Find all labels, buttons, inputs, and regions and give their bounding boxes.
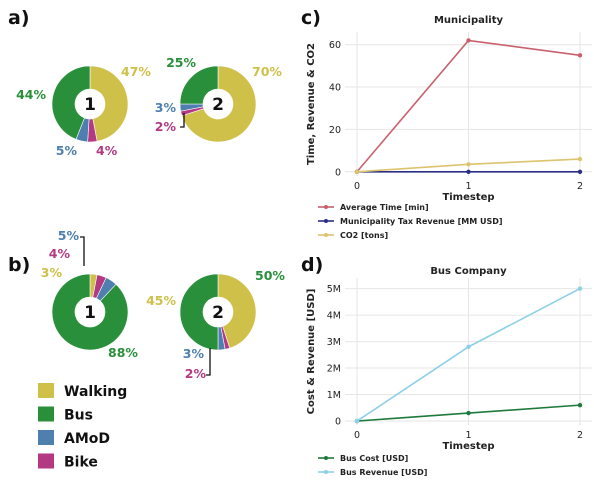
x-tick-label: 1 <box>465 181 471 192</box>
legend-label-bus: Bus <box>64 408 93 424</box>
donut-hole <box>75 297 105 327</box>
data-point <box>577 156 583 162</box>
slice-label-bike: 2% <box>155 119 177 134</box>
donut-center-label: 1 <box>84 95 96 115</box>
slice-label-bus: 50% <box>255 268 285 283</box>
x-tick-label: 0 <box>354 181 360 192</box>
slice-label-bus: 88% <box>108 345 138 360</box>
y-tick-label: 20 <box>329 125 341 136</box>
slice-label-walking: 3% <box>41 265 63 280</box>
y-tick-label: 3M <box>327 337 341 348</box>
slice-label-bike: 2% <box>185 366 207 381</box>
x-axis-title: Timestep <box>442 441 494 452</box>
slice-label-amod: 5% <box>56 143 78 158</box>
leader-line <box>206 348 211 376</box>
panel-label-c: c) <box>301 7 321 29</box>
donut-center-label: 1 <box>84 303 96 323</box>
series-legend-marker <box>324 470 328 474</box>
slice-label-amod: 5% <box>58 228 80 243</box>
series-legend-label: Bus Cost [USD] <box>340 454 408 463</box>
series-legend-label: Municipality Tax Revenue [MM USD] <box>340 217 503 226</box>
legend-swatch-amod <box>38 430 54 445</box>
donut-b1: 3% 4% 5% 88% 1 <box>41 228 139 360</box>
data-point <box>354 418 360 424</box>
donut-hole <box>75 89 105 119</box>
y-tick-label: 4M <box>327 311 341 322</box>
data-point <box>466 38 471 43</box>
series-legend-marker <box>324 205 328 209</box>
data-point <box>466 344 471 350</box>
panel-label-a: a) <box>8 7 30 29</box>
leader-line <box>180 113 185 128</box>
y-tick-label: 1M <box>327 390 341 401</box>
legend-swatch-bus <box>38 406 54 422</box>
chart-title: Municipality <box>434 15 504 26</box>
donut-hole <box>203 297 233 327</box>
x-tick-label: 2 <box>577 181 583 192</box>
y-tick-label: 0 <box>335 167 341 178</box>
leader-line <box>80 236 85 266</box>
panel-label-d: d) <box>301 254 323 276</box>
x-tick-label: 1 <box>465 430 471 441</box>
slice-label-amod: 3% <box>155 100 177 115</box>
slice-label-bike: 4% <box>49 246 71 261</box>
donut-b2: 45% 2% 3% 50% 2 <box>146 268 285 381</box>
series-legend-marker <box>324 233 328 237</box>
y-tick-label: 5M <box>327 284 341 295</box>
slice-label-walking: 47% <box>121 64 151 79</box>
legend-swatch-bike <box>38 453 54 469</box>
panel-label-b: b) <box>8 254 30 276</box>
data-point <box>466 169 471 174</box>
series-legend-label: Bus Revenue [USD] <box>340 468 427 477</box>
x-tick-label: 2 <box>577 430 583 441</box>
legend-label-bike: Bike <box>64 455 98 471</box>
slice-label-bus: 44% <box>16 87 46 102</box>
legend-label-walking: Walking <box>64 384 127 400</box>
data-point <box>577 169 583 174</box>
x-axis-title: Timestep <box>442 192 494 203</box>
slice-label-amod: 3% <box>183 346 205 361</box>
bus-company-chart: 0 1M 2M 3M 4M 5M 0 1 2 Bus Company Timestep Cost & … <box>306 266 592 477</box>
data-point <box>577 402 583 408</box>
x-tick-label: 0 <box>354 430 360 441</box>
donut-center-label: 2 <box>212 303 224 323</box>
donut-center-label: 2 <box>212 95 224 115</box>
mode-legend: Walking Bus AMoD Bike <box>38 383 127 471</box>
donut-a2: 70% 2% 3% 25% 2 <box>155 55 282 143</box>
y-axis-title: Cost & Revenue [USD] <box>306 289 317 415</box>
series-legend-label: Average Time [min] <box>340 203 429 212</box>
data-point <box>354 169 360 174</box>
slice-label-bike: 4% <box>96 143 118 158</box>
slice-label-walking: 70% <box>252 64 282 79</box>
data-point <box>577 53 583 58</box>
donut-hole <box>203 89 233 119</box>
slice-label-bus: 25% <box>166 55 196 70</box>
data-point <box>466 410 471 416</box>
y-tick-label: 40 <box>329 83 341 94</box>
chart-title: Bus Company <box>430 266 507 277</box>
donut-a1: 47% 4% 5% 44% 1 <box>16 64 151 158</box>
series-legend-marker <box>324 219 328 223</box>
y-tick-label: 60 <box>329 40 341 51</box>
data-point <box>466 162 471 167</box>
legend-label-amod: AMoD <box>64 431 110 447</box>
series-legend-marker <box>324 456 328 460</box>
y-tick-label: 2M <box>327 364 341 375</box>
series-legend-label: CO2 [tons] <box>340 231 388 240</box>
y-axis-title: Time, Revenue & CO2 <box>306 43 317 165</box>
slice-label-walking: 45% <box>146 293 176 308</box>
data-point <box>577 286 583 291</box>
municipality-chart: 0 20 40 60 0 1 2 Municipality Timestep Time, Reve… <box>306 15 592 240</box>
y-tick-label: 0 <box>335 417 341 428</box>
legend-swatch-walking <box>38 383 54 398</box>
